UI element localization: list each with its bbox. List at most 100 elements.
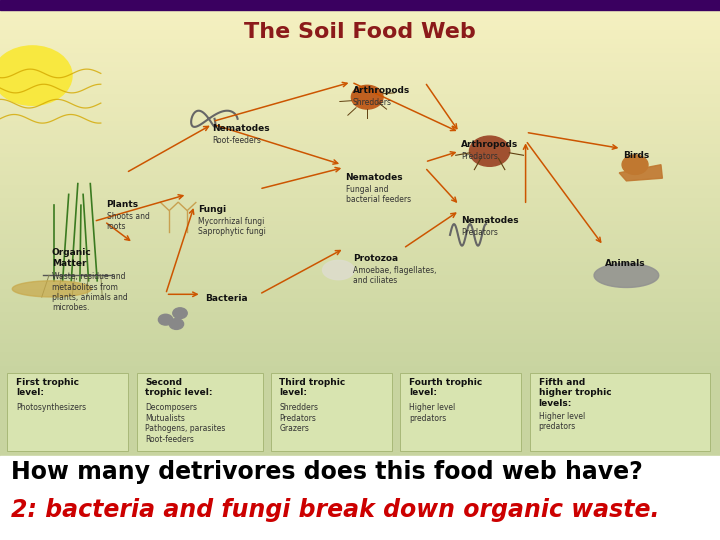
Bar: [0, 0, 720, 10]
Polygon shape: [12, 281, 91, 297]
Bar: [0, 353, 720, 359]
Bar: [0, 172, 720, 178]
Text: Waste, residue and
metabolites from
plants, animals and
microbes.: Waste, residue and metabolites from plan…: [52, 272, 127, 312]
Text: Predators: Predators: [461, 228, 498, 237]
Circle shape: [158, 314, 173, 325]
Text: The Soil Food Web: The Soil Food Web: [244, 22, 476, 43]
Bar: [0, 126, 720, 132]
Bar: [0, 63, 720, 69]
Text: Bacteria: Bacteria: [205, 294, 248, 303]
Bar: [0, 317, 720, 323]
Bar: [0, 163, 720, 168]
Bar: [0, 281, 720, 286]
FancyBboxPatch shape: [271, 373, 392, 451]
Bar: [0, 27, 720, 32]
Circle shape: [169, 319, 184, 329]
Bar: [0, 40, 720, 46]
Text: First trophic
level:: First trophic level:: [16, 378, 79, 397]
Bar: [0, 358, 720, 363]
Bar: [0, 367, 720, 456]
Text: Higher level
predators: Higher level predators: [539, 412, 585, 431]
FancyBboxPatch shape: [400, 373, 521, 451]
Text: Photosynthesizers: Photosynthesizers: [16, 403, 86, 413]
Bar: [0, 204, 720, 210]
Circle shape: [0, 46, 72, 105]
Bar: [0, 31, 720, 37]
Text: Fungal and
bacterial feeders: Fungal and bacterial feeders: [346, 185, 410, 204]
Bar: [0, 199, 720, 205]
Text: Arthropods: Arthropods: [353, 86, 410, 96]
Bar: [0, 285, 720, 291]
Polygon shape: [619, 165, 662, 181]
Text: Third trophic
level:: Third trophic level:: [279, 378, 346, 397]
Text: Fifth and
higher trophic
levels:: Fifth and higher trophic levels:: [539, 378, 611, 408]
Bar: [0, 77, 720, 82]
Text: Fungi: Fungi: [198, 205, 226, 214]
Bar: [0, 95, 720, 100]
Bar: [0, 208, 720, 214]
Bar: [0, 194, 720, 200]
Bar: [0, 149, 720, 155]
FancyBboxPatch shape: [530, 373, 710, 451]
Bar: [0, 226, 720, 232]
Text: Fourth trophic
level:: Fourth trophic level:: [409, 378, 482, 397]
Text: Nematodes: Nematodes: [212, 124, 270, 133]
Bar: [0, 45, 720, 51]
Text: How many detrivores does this food web have?: How many detrivores does this food web h…: [11, 460, 642, 484]
Text: Nematodes: Nematodes: [461, 216, 518, 225]
Bar: [0, 235, 720, 241]
Bar: [0, 140, 720, 146]
Bar: [0, 258, 720, 264]
Bar: [0, 181, 720, 187]
Bar: [0, 145, 720, 150]
Bar: [0, 158, 720, 164]
Bar: [0, 345, 720, 350]
Bar: [0, 249, 720, 255]
Bar: [0, 22, 720, 28]
FancyBboxPatch shape: [7, 373, 128, 451]
Bar: [0, 231, 720, 237]
Bar: [0, 50, 720, 55]
Text: Shoots and
roots: Shoots and roots: [107, 212, 150, 231]
Bar: [0, 9, 720, 14]
Circle shape: [622, 155, 648, 174]
Bar: [0, 186, 720, 191]
Bar: [0, 118, 720, 123]
Circle shape: [173, 308, 187, 319]
FancyBboxPatch shape: [137, 373, 263, 451]
Bar: [0, 58, 720, 64]
Text: Organic
Matter: Organic Matter: [52, 248, 91, 268]
Bar: [0, 190, 720, 195]
Text: Higher level
predators: Higher level predators: [409, 403, 455, 423]
Bar: [0, 122, 720, 127]
Bar: [0, 254, 720, 259]
Text: Shredders: Shredders: [353, 98, 392, 107]
Bar: [0, 290, 720, 295]
Bar: [0, 276, 720, 282]
Bar: [0, 90, 720, 96]
Bar: [0, 99, 720, 105]
Text: Second
trophic level:: Second trophic level:: [145, 378, 213, 397]
Bar: [0, 72, 720, 78]
Bar: [0, 272, 720, 278]
Text: Shredders
Predators
Grazers: Shredders Predators Grazers: [279, 403, 318, 433]
Bar: [0, 340, 720, 346]
Text: Decomposers
Mutualists
Pathogens, parasites
Root-feeders: Decomposers Mutualists Pathogens, parasi…: [145, 403, 226, 443]
Bar: [0, 13, 720, 19]
Text: Predators: Predators: [461, 152, 498, 161]
Bar: [0, 262, 720, 268]
Bar: [0, 322, 720, 327]
Text: Nematodes: Nematodes: [346, 173, 403, 182]
Bar: [0, 217, 720, 223]
Circle shape: [469, 136, 510, 166]
Text: Animals: Animals: [605, 259, 645, 268]
Bar: [0, 36, 720, 42]
Bar: [0, 109, 720, 114]
Bar: [0, 136, 720, 141]
Text: Arthropods: Arthropods: [461, 140, 518, 150]
Bar: [0, 177, 720, 182]
Bar: [0, 456, 720, 540]
Text: Root-feeders: Root-feeders: [212, 136, 261, 145]
Bar: [0, 245, 720, 250]
Bar: [0, 222, 720, 227]
